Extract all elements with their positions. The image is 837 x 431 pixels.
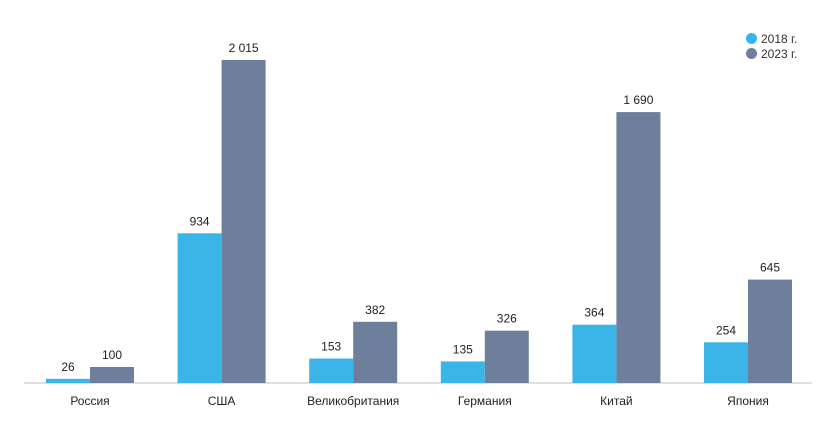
data-label-2018-г-3: 135	[453, 342, 473, 356]
bars-group	[46, 60, 792, 383]
bar-2023-г-0	[90, 367, 134, 383]
bar-2023-г-3	[484, 330, 529, 383]
x-tick-label-4: Китай	[600, 394, 632, 408]
data-labels-group: 26 100 934 2 015 153 382 135 326 364 1 690 254 645	[61, 41, 780, 374]
data-label-2023-г-4: 1 690	[623, 93, 653, 107]
legend: 2018 г. 2023 г.	[746, 31, 797, 61]
data-label-2023-г-2: 382	[365, 303, 385, 317]
data-label-2023-г-3: 326	[497, 312, 517, 326]
x-tick-labels-group: Россия США Великобритания Германия Китай Япон…	[70, 394, 769, 408]
bar-2023-г-5	[748, 279, 792, 383]
x-tick-label-3: Германия	[458, 394, 512, 408]
bar-2023-г-4	[616, 112, 661, 383]
legend-item-2018: 2018 г.	[746, 31, 797, 46]
bar-2018-г-3	[440, 361, 485, 383]
legend-label-2018: 2018 г.	[761, 31, 798, 46]
data-label-2018-г-1: 934	[190, 214, 210, 228]
x-tick-label-2: Великобритания	[307, 394, 399, 408]
bar-2018-г-2	[309, 358, 354, 383]
data-label-2018-г-2: 153	[321, 340, 341, 354]
bar-2018-г-4	[572, 324, 617, 383]
legend-item-2023: 2023 г.	[746, 46, 797, 61]
data-label-2023-г-5: 645	[760, 261, 780, 275]
x-tick-label-5: Япония	[727, 394, 769, 408]
data-label-2023-г-0: 100	[102, 348, 122, 362]
legend-label-2023: 2023 г.	[761, 46, 798, 61]
data-label-2018-г-0: 26	[61, 360, 75, 374]
bar-2023-г-2	[353, 321, 398, 383]
x-tick-label-0: Россия	[70, 394, 109, 408]
x-tick-label-1: США	[208, 394, 236, 408]
legend-swatch-2018	[746, 33, 757, 44]
bar-2023-г-1	[221, 60, 266, 383]
legend-swatch-2023	[746, 48, 757, 59]
data-label-2018-г-4: 364	[584, 306, 604, 320]
bar-2018-г-0	[46, 378, 90, 383]
data-label-2018-г-5: 254	[716, 323, 736, 337]
data-label-2023-г-1: 2 015	[229, 41, 259, 55]
bar-2018-г-1	[177, 233, 222, 383]
bar-2018-г-5	[704, 342, 748, 383]
